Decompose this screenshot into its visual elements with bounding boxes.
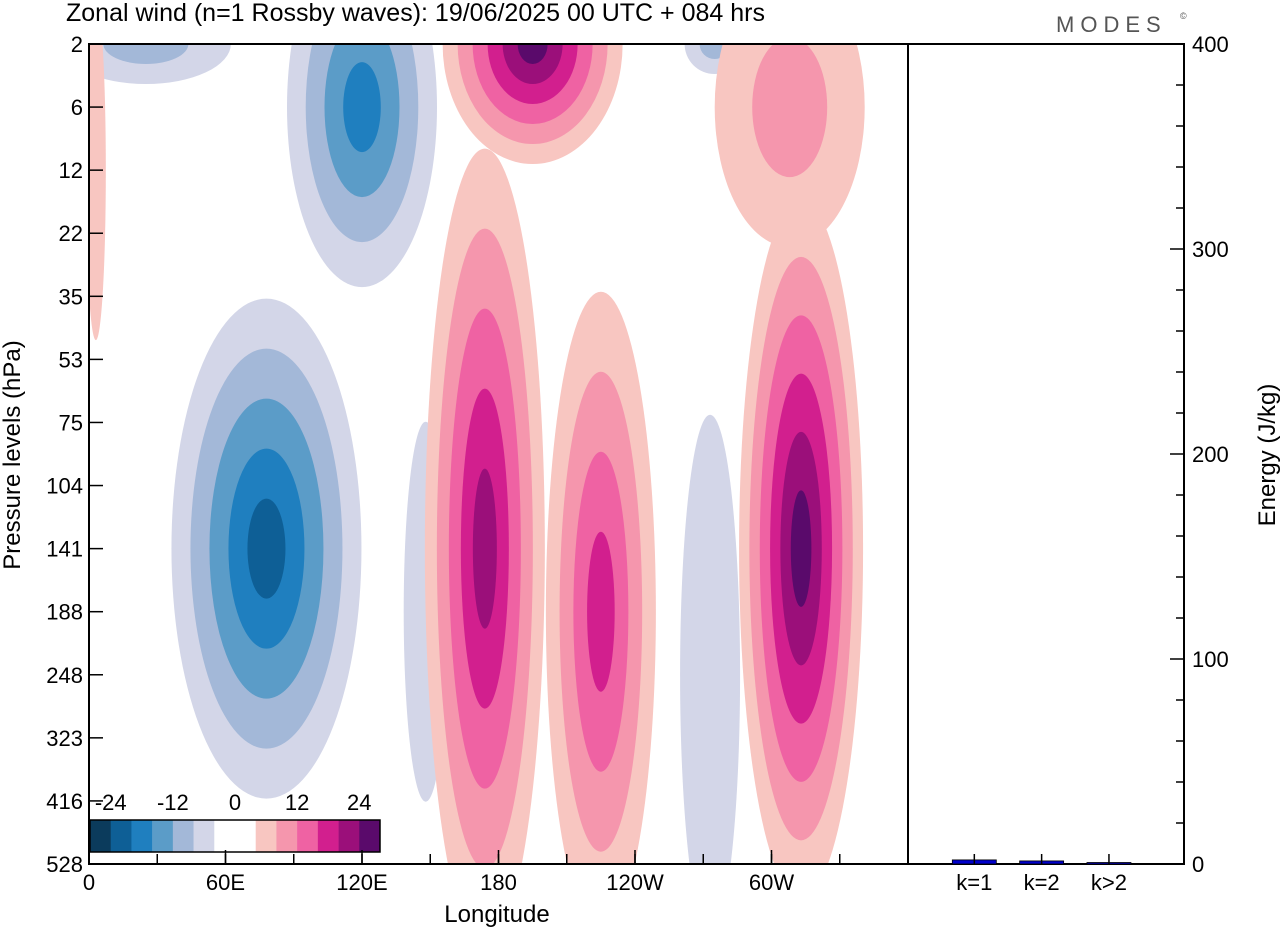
colorbar-tick-label: 12 — [285, 790, 309, 815]
contour-band — [587, 531, 615, 692]
energy-panel: 0 100 200 300 400 k=1 k=2 k>2 — [951, 32, 1229, 895]
contour-feature — [739, 198, 864, 864]
contour-band — [89, 44, 106, 341]
y-tick-label: 12 — [59, 158, 83, 183]
y-tick-label: 248 — [46, 663, 83, 688]
contour-band — [472, 468, 497, 629]
logo-text: MODES — [1056, 12, 1167, 37]
contour-band — [752, 44, 828, 178]
x-tick-label: 60W — [749, 870, 794, 895]
y-axis-label: Pressure levels (hPa) — [0, 340, 26, 569]
energy-tick-label: 200 — [1192, 442, 1229, 467]
contour-feature — [287, 44, 437, 288]
energy-axis-label: Energy (J/kg) — [1254, 384, 1280, 527]
contour-feature — [171, 298, 362, 799]
colorbar-swatch — [338, 820, 360, 852]
y-tick-label: 6 — [71, 95, 83, 120]
y-tick-label: 2 — [71, 32, 83, 57]
colorbar-swatch — [214, 820, 236, 852]
colorbar-swatch — [276, 820, 298, 852]
contour-feature — [89, 44, 106, 341]
y-tick-label: 323 — [46, 726, 83, 751]
colorbar-swatch — [172, 820, 194, 852]
y-tick-label: 528 — [46, 852, 83, 877]
energy-category-label: k>2 — [1091, 870, 1127, 895]
contour-field — [89, 44, 865, 864]
x-tick-label: 60E — [206, 870, 245, 895]
energy-tick-label: 400 — [1192, 32, 1229, 57]
colorbar-swatch — [131, 820, 153, 852]
colorbar-swatch — [90, 820, 112, 852]
y-tick-label: 53 — [59, 347, 83, 372]
y-tick-label: 35 — [59, 284, 83, 309]
contour-band — [247, 498, 286, 599]
contour-feature — [89, 44, 231, 84]
colorbar-tick-label: 24 — [347, 790, 371, 815]
y-tick-label: 416 — [46, 789, 83, 814]
y-tick-label: 141 — [46, 537, 83, 562]
y-axis: 2 6 12 22 35 53 75 104 141 188 248 323 416 528 — [46, 32, 103, 877]
energy-category-label: k=2 — [1024, 870, 1060, 895]
contour-band — [517, 44, 548, 64]
energy-tick-label: 100 — [1192, 647, 1229, 672]
logo-mark: © — [1180, 11, 1187, 21]
colorbar-swatch — [317, 820, 339, 852]
x-tick-label: 180 — [480, 870, 517, 895]
x-axis-label: Longitude — [444, 901, 549, 928]
energy-tick-label: 300 — [1192, 237, 1229, 262]
colorbar-tick-label: -12 — [157, 790, 189, 815]
contour-feature — [545, 291, 656, 864]
energy-tick-label: 0 — [1192, 852, 1204, 877]
y-tick-label: 104 — [46, 474, 83, 499]
y-tick-label: 22 — [59, 221, 83, 246]
energy-category-label: k=1 — [956, 870, 992, 895]
modes-logo: MODES © — [1056, 11, 1187, 37]
colorbar-swatch — [193, 820, 215, 852]
colorbar-tick-label: -24 — [95, 790, 127, 815]
y-tick-label: 75 — [59, 410, 83, 435]
colorbar: -24 -12 0 12 24 — [89, 790, 381, 853]
colorbar-swatch — [110, 820, 132, 852]
contour-feature — [680, 414, 741, 864]
x-axis: 0 60E 120E 180 120W 60W — [83, 850, 841, 895]
x-tick-label: 0 — [83, 870, 95, 895]
chart-title: Zonal wind (n=1 Rossby waves): 19/06/202… — [66, 0, 765, 27]
contour-feature — [714, 44, 865, 248]
colorbar-swatch — [255, 820, 277, 852]
contour-feature — [442, 44, 623, 164]
colorbar-swatch — [152, 820, 174, 852]
colorbar-swatch — [297, 820, 319, 852]
colorbar-swatch — [359, 820, 381, 852]
colorbar-swatch — [235, 820, 257, 852]
contour-feature — [424, 148, 545, 864]
contour-band — [343, 62, 381, 153]
contour-band — [680, 414, 741, 864]
colorbar-tick-label: 0 — [229, 790, 241, 815]
x-tick-label: 120E — [336, 870, 387, 895]
x-tick-label: 120W — [606, 870, 664, 895]
contour-band — [103, 44, 189, 64]
contour-band — [790, 490, 812, 607]
y-tick-label: 188 — [46, 600, 83, 625]
